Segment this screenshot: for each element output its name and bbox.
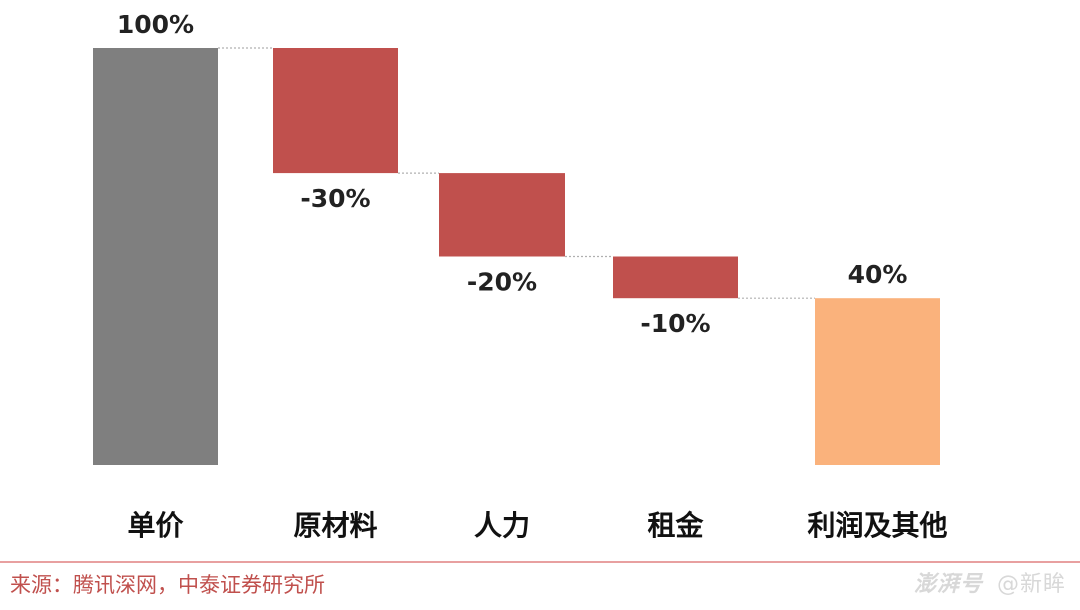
bar-2 <box>273 48 398 174</box>
value-label: 40% <box>848 260 908 289</box>
category-label: 租金 <box>647 509 704 542</box>
waterfall-chart: 100% -30% -20% -10% 40% 单价 原材料 人力 租金 利润及其他 <box>93 10 948 542</box>
category-label: 原材料 <box>293 509 377 542</box>
bar-5 <box>815 298 940 465</box>
bar-4 <box>613 256 738 299</box>
category-label: 利润及其他 <box>807 509 947 542</box>
watermark-author: @新眸 <box>996 572 1066 597</box>
value-label: 100% <box>117 10 194 39</box>
footer-divider <box>0 561 1080 563</box>
category-label: 人力 <box>474 509 530 542</box>
value-label: -10% <box>640 309 710 338</box>
category-label: 单价 <box>127 509 184 542</box>
value-label: -30% <box>300 184 370 213</box>
source-note: 来源：腾讯深网，中泰证券研究所 <box>10 573 325 597</box>
value-label: -20% <box>467 268 537 297</box>
watermark-logo: 澎湃号 <box>913 572 983 597</box>
bar-1 <box>93 48 218 465</box>
watermark: 澎湃号 @新眸 <box>914 572 1066 598</box>
bar-3 <box>439 173 565 257</box>
